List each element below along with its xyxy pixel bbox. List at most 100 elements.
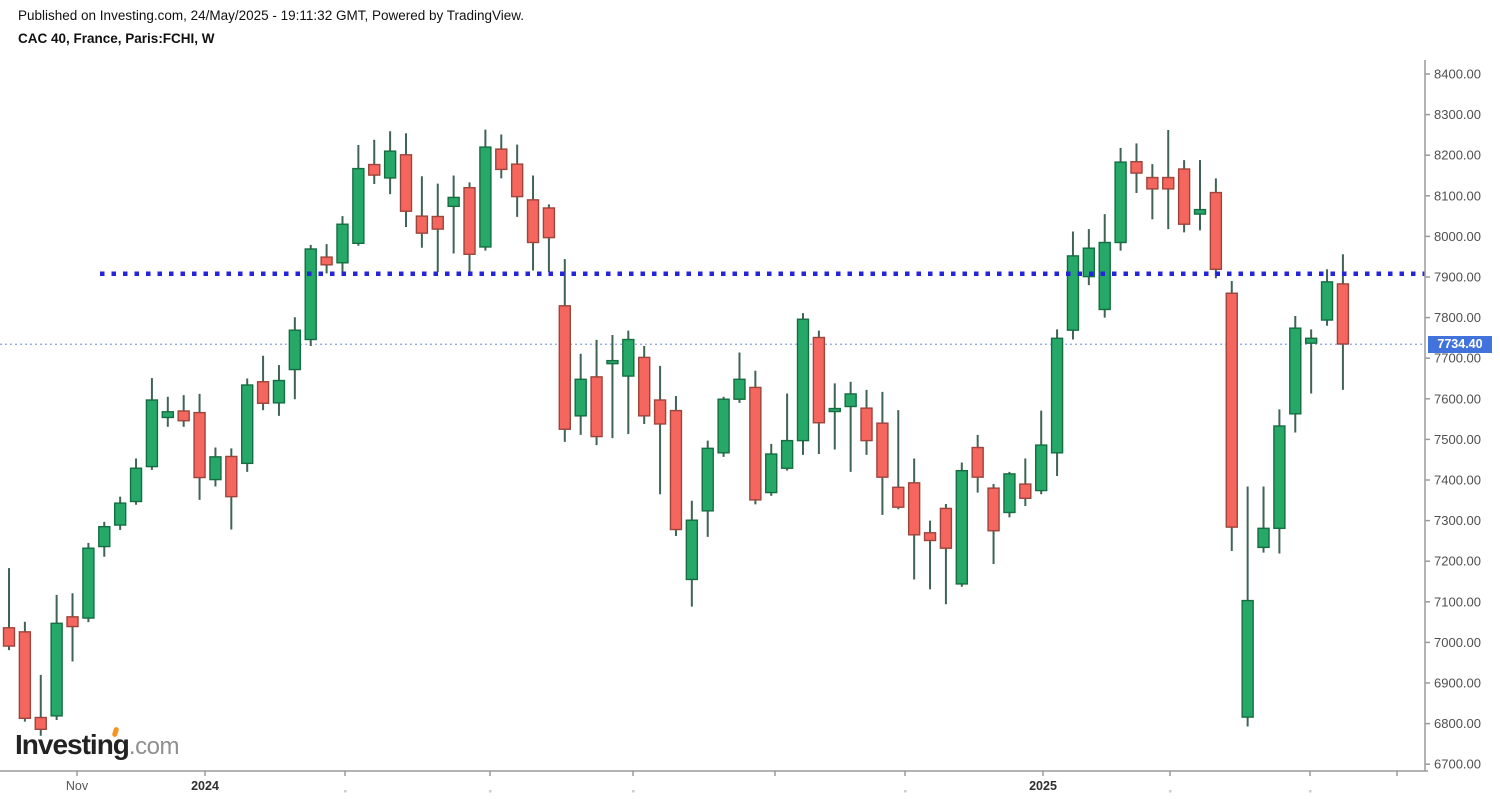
candle-body-up (1082, 247, 1096, 278)
time-axis-faint-mark (489, 790, 492, 793)
candle-body-down (860, 407, 873, 442)
time-axis-faint-mark (1169, 790, 1172, 793)
candle-body-up (336, 223, 349, 264)
candle-body-down (368, 163, 381, 176)
price-axis-label: 7800.00 (1434, 310, 1481, 325)
price-axis-label: 7700.00 (1434, 351, 1481, 366)
candle-body-down (193, 411, 206, 479)
candle-body-up (1320, 281, 1334, 321)
candle-body-up (701, 447, 714, 512)
candle-body-down (669, 409, 683, 531)
time-axis-faint-mark (632, 790, 635, 793)
candle-body-up (479, 146, 492, 248)
candle-body-up (796, 318, 810, 442)
candle-body-down (415, 215, 429, 234)
instrument-title: CAC 40, France, Paris:FCHI, W (18, 31, 215, 46)
candle-body-up (1066, 255, 1080, 331)
price-axis-label: 8400.00 (1434, 67, 1481, 82)
investing-logo-suffix: .com (128, 733, 180, 760)
time-axis-faint-mark (1309, 790, 1312, 793)
candle-body-down (510, 163, 524, 198)
candle-body-up (1034, 444, 1048, 492)
candle-body-up (50, 622, 63, 717)
candle-body-up (161, 411, 175, 419)
investing-logo: Investing.com (15, 726, 180, 761)
candle-body-down (1162, 176, 1175, 190)
candle-body-down (653, 399, 667, 425)
candle-body-up (240, 384, 254, 465)
candle-body-down (34, 716, 47, 730)
candle-body-up (288, 329, 302, 371)
candle-body-up (1289, 327, 1302, 415)
time-axis-label: 2024 (191, 779, 219, 793)
candle-body-down (907, 482, 921, 536)
price-axis-label: 8300.00 (1434, 107, 1481, 122)
candle-body-up (145, 399, 159, 468)
candle-body-down (463, 186, 476, 255)
candle-body-up (209, 456, 222, 481)
price-axis-label: 8200.00 (1434, 148, 1481, 163)
candle-body-up (82, 547, 95, 619)
candle-body-down (971, 446, 984, 478)
candle-body-down (1130, 160, 1143, 174)
candle-body-up (685, 519, 699, 581)
investing-logo-text: Investing (15, 729, 130, 760)
candle-body-up (113, 502, 127, 526)
candle-body-up (98, 525, 111, 548)
candle-body-down (399, 154, 413, 212)
candle-body-up (574, 378, 587, 417)
price-axis-label: 7900.00 (1434, 270, 1481, 285)
candle-body-down (2, 627, 16, 647)
candle-body-up (1050, 337, 1064, 454)
candle-body-up (1257, 527, 1270, 549)
candle-body-down (1225, 292, 1238, 528)
price-axis-label: 7200.00 (1434, 554, 1481, 569)
candle-body-up (733, 378, 746, 400)
price-axis-label: 7400.00 (1434, 473, 1481, 488)
price-axis-label: 6700.00 (1434, 757, 1481, 772)
time-axis-label: 2025 (1029, 779, 1057, 793)
candle-body-down (495, 148, 508, 171)
candle-body-up (1304, 337, 1318, 344)
candle-body-down (18, 631, 32, 720)
candle-body-up (955, 469, 968, 585)
candle-body-up (717, 398, 730, 454)
candle-body-up (129, 467, 143, 503)
published-info-line: Published on Investing.com, 24/May/2025 … (18, 8, 525, 23)
candle-body-up (352, 167, 365, 245)
candle-body-down (177, 410, 190, 422)
candle-body-down (1209, 191, 1223, 270)
candle-body-down (66, 616, 79, 628)
candle-body-up (780, 439, 794, 469)
candle-body-up (447, 196, 460, 208)
price-axis-label: 8000.00 (1434, 229, 1481, 244)
candle-body-down (225, 455, 238, 498)
time-axis-faint-mark (904, 790, 907, 793)
candle-body-up (1003, 473, 1016, 514)
candle-body-down (590, 376, 603, 438)
candle-body-down (876, 422, 889, 478)
price-axis-label: 7500.00 (1434, 432, 1481, 447)
candle-body-up (1193, 208, 1207, 215)
candle-body-down (923, 532, 937, 542)
candle-body-down (939, 507, 953, 549)
candle-body-up (1114, 161, 1127, 244)
candle-body-up (304, 248, 317, 341)
candle-body-down (256, 381, 270, 404)
candle-body-down (526, 199, 540, 244)
candle-body-down (1019, 483, 1032, 499)
candle-body-down (1336, 283, 1350, 345)
candle-body-down (542, 207, 556, 239)
candle-body-up (606, 359, 619, 365)
price-axis-label: 7300.00 (1434, 513, 1481, 528)
time-axis-faint-mark (344, 790, 347, 793)
time-axis-label: Nov (66, 779, 89, 793)
candle-body-up (765, 453, 778, 494)
candle-body-up (828, 407, 841, 413)
candle-body-down (749, 386, 762, 501)
candle-body-down (431, 215, 444, 230)
candle-body-down (812, 336, 826, 424)
last-price-badge: 7734.40 (1428, 336, 1492, 353)
